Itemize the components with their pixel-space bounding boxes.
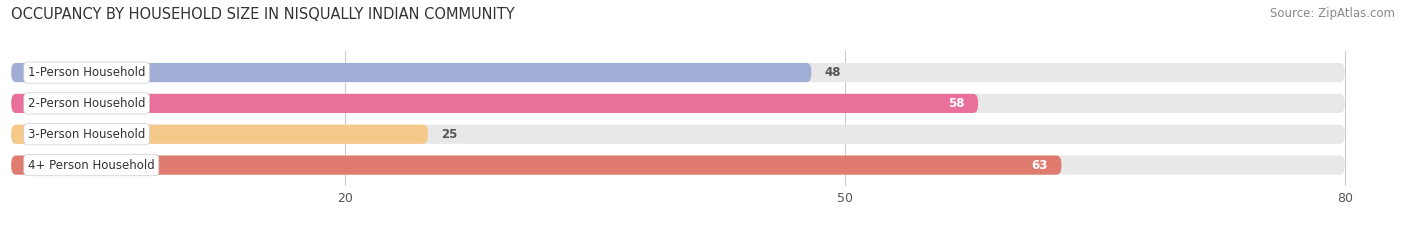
FancyBboxPatch shape [11, 63, 811, 82]
FancyBboxPatch shape [11, 63, 1344, 82]
FancyBboxPatch shape [11, 94, 1344, 113]
Text: 63: 63 [1032, 159, 1047, 172]
Text: OCCUPANCY BY HOUSEHOLD SIZE IN NISQUALLY INDIAN COMMUNITY: OCCUPANCY BY HOUSEHOLD SIZE IN NISQUALLY… [11, 7, 515, 22]
Text: 58: 58 [948, 97, 965, 110]
Text: 3-Person Household: 3-Person Household [28, 128, 145, 141]
FancyBboxPatch shape [11, 125, 427, 144]
Text: 2-Person Household: 2-Person Household [28, 97, 145, 110]
FancyBboxPatch shape [11, 156, 1062, 175]
FancyBboxPatch shape [11, 156, 1344, 175]
Text: 48: 48 [825, 66, 841, 79]
Text: Source: ZipAtlas.com: Source: ZipAtlas.com [1270, 7, 1395, 20]
Text: 25: 25 [441, 128, 458, 141]
FancyBboxPatch shape [11, 125, 1344, 144]
FancyBboxPatch shape [11, 94, 979, 113]
Text: 1-Person Household: 1-Person Household [28, 66, 145, 79]
Text: 4+ Person Household: 4+ Person Household [28, 159, 155, 172]
